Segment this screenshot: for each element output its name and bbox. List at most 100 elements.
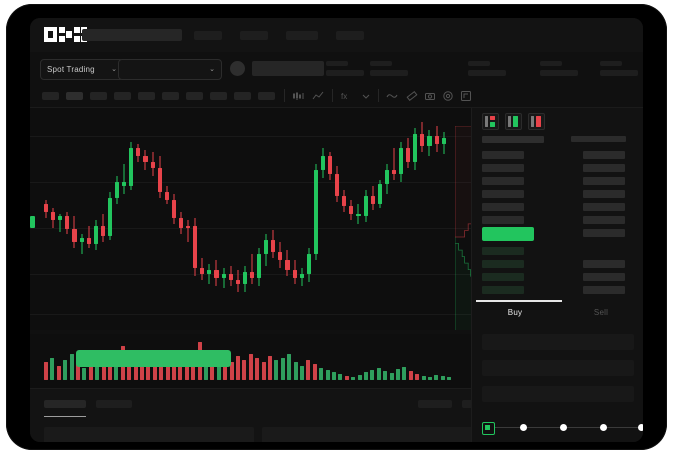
stepper-dot-5[interactable] — [638, 423, 643, 431]
orderbook-ask-row[interactable] — [482, 203, 524, 211]
orderbook-right-row[interactable] — [583, 260, 625, 268]
volume-bar — [319, 368, 324, 380]
stepper-dot-3[interactable] — [560, 423, 567, 431]
orderbook-bid-row[interactable] — [482, 247, 524, 255]
timeframe-4[interactable] — [114, 92, 131, 100]
indicator-icon[interactable]: fx — [340, 90, 352, 102]
candle — [51, 108, 56, 330]
stat-24h-high — [370, 61, 408, 76]
orderbook-right-row[interactable] — [583, 216, 625, 224]
market-type-label: Spot Trading — [47, 65, 95, 74]
candlestick-series — [30, 108, 643, 330]
chevron-down-icon[interactable] — [360, 90, 372, 102]
settings-icon[interactable] — [442, 90, 454, 102]
timeframe-8[interactable] — [210, 92, 227, 100]
orderbook-right-row[interactable] — [583, 164, 625, 172]
volume-bar — [300, 366, 304, 380]
order-form-row-1[interactable] — [482, 334, 634, 350]
orderbook-view-asks[interactable] — [528, 113, 545, 130]
stat-value — [600, 70, 638, 76]
volume-bar — [396, 369, 400, 380]
bottom-action-1[interactable] — [418, 400, 452, 408]
candle — [306, 108, 311, 330]
nav-item-4[interactable] — [336, 31, 364, 40]
timeframe-5[interactable] — [138, 92, 155, 100]
candle — [178, 108, 184, 330]
orderbook-ask-row[interactable] — [482, 216, 524, 224]
search-input[interactable] — [82, 29, 182, 41]
volume-bar — [88, 356, 93, 380]
volume-bar — [383, 371, 388, 380]
stepper-dot-4[interactable] — [600, 423, 607, 431]
orderbook-right-row[interactable] — [583, 286, 625, 294]
orderbook-right-row[interactable] — [583, 151, 625, 159]
orderbook-right-row[interactable] — [583, 229, 625, 237]
timeframe-3[interactable] — [90, 92, 107, 100]
candle — [136, 108, 141, 330]
camera-icon[interactable] — [424, 90, 436, 102]
candle — [150, 108, 155, 330]
orderbook-ask-row[interactable] — [482, 177, 524, 185]
orderbook-right-row[interactable] — [583, 190, 625, 198]
volume-bar — [50, 358, 55, 380]
volume-bar — [274, 360, 279, 380]
candle — [249, 108, 255, 330]
tab-sell[interactable]: Sell — [593, 308, 609, 317]
orderbook-ask-row[interactable] — [482, 151, 524, 159]
fullscreen-icon[interactable] — [460, 90, 472, 102]
timeframe-9[interactable] — [234, 92, 251, 100]
trading-pair-selector[interactable]: ⌄ — [118, 59, 222, 80]
wave-icon[interactable] — [386, 90, 398, 102]
market-type-selector[interactable]: Spot Trading ⌄ — [40, 59, 124, 80]
candle — [171, 108, 176, 330]
timeframe-6[interactable] — [162, 92, 179, 100]
candle — [377, 108, 382, 330]
line-chart-icon[interactable] — [312, 90, 324, 102]
timeframe-2[interactable] — [66, 92, 83, 100]
volume-bar — [344, 376, 349, 380]
orderbook-right-row[interactable] — [583, 203, 625, 211]
stepper-step-current[interactable] — [482, 422, 495, 435]
candle — [157, 108, 162, 330]
tab-buy[interactable]: Buy — [507, 308, 523, 317]
volume-bar — [370, 370, 375, 380]
orderbook-bid-row[interactable] — [482, 273, 524, 281]
orderbook-bid-row[interactable] — [482, 260, 524, 268]
candle — [313, 108, 318, 330]
bottom-tab-open-orders[interactable] — [44, 400, 86, 408]
timeframe-7[interactable] — [186, 92, 203, 100]
candlestick-icon[interactable] — [292, 90, 304, 102]
candle — [299, 108, 304, 330]
orderbook-spread-highlight[interactable] — [482, 227, 534, 241]
primary-cta-button[interactable] — [76, 350, 231, 367]
volume-bar — [236, 356, 240, 380]
volume-bar — [242, 360, 247, 380]
candle — [164, 108, 169, 330]
stepper-dot-2[interactable] — [520, 423, 527, 431]
timeframe-10[interactable] — [258, 92, 275, 100]
candle — [221, 108, 226, 330]
orderbook-ask-row[interactable] — [482, 190, 524, 198]
volume-bar — [332, 372, 336, 380]
chart-gridline — [30, 136, 643, 137]
volume-bar — [402, 367, 407, 380]
orderbook-right-row[interactable] — [583, 273, 625, 281]
order-form-row-3[interactable] — [482, 386, 634, 402]
nav-item-2[interactable] — [240, 31, 268, 40]
timeframe-1[interactable] — [42, 92, 59, 100]
nav-item-3[interactable] — [286, 31, 318, 40]
volume-bar — [178, 364, 183, 380]
ruler-icon[interactable] — [406, 90, 418, 102]
orderbook-ask-row[interactable] — [482, 164, 524, 172]
nav-item-1[interactable] — [194, 31, 222, 40]
orderbook-bid-row[interactable] — [482, 286, 524, 294]
volume-bar — [82, 368, 87, 380]
bottom-tab-order-history[interactable] — [96, 400, 132, 408]
toolbar-divider — [284, 89, 285, 102]
orderbook-right-row[interactable] — [583, 177, 625, 185]
candle — [65, 108, 70, 330]
orderbook-view-bids[interactable] — [505, 113, 522, 130]
orderbook-view-both[interactable] — [482, 113, 499, 130]
order-form-row-2[interactable] — [482, 360, 634, 376]
